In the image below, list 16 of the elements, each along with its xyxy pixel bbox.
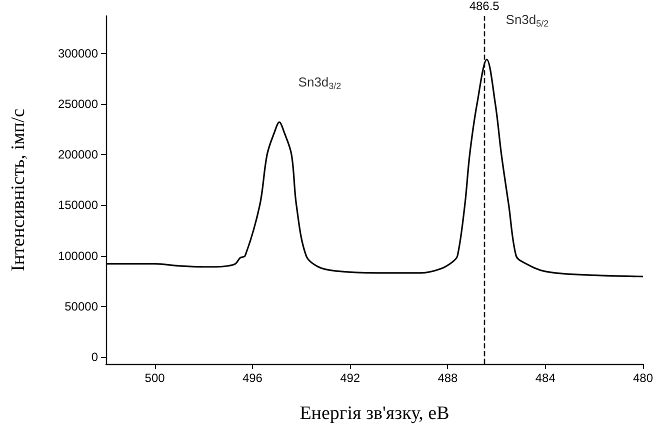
x-tick-label: 500 (144, 371, 166, 385)
x-tick-label: 484 (535, 371, 556, 385)
y-tick-label: 200000 (58, 148, 98, 162)
y-tick-label: 100000 (58, 248, 98, 263)
x-tick-label: 480 (632, 371, 654, 385)
x-tick-label: 492 (340, 371, 360, 385)
x-tick-label: 496 (242, 371, 263, 385)
y-tick-label: 50000 (64, 299, 98, 314)
y-tick-label: 300000 (58, 46, 98, 60)
y-tick-label: 250000 (58, 97, 98, 112)
y-tick-label: 0 (91, 350, 98, 364)
x-axis-title: Енергія зв'язку, еВ (300, 403, 450, 424)
x-tick-label: 488 (438, 371, 458, 385)
y-tick-label: 150000 (58, 198, 98, 212)
y-axis-title: Інтенсивність, імп/с (8, 108, 29, 272)
ref-line-label: 486.5 (469, 0, 500, 13)
